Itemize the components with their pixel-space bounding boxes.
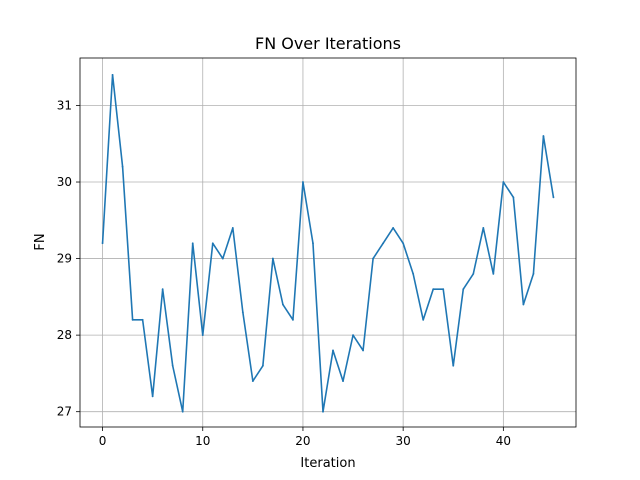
data-point bbox=[452, 364, 455, 367]
data-point bbox=[402, 242, 405, 245]
y-tick-label: 30 bbox=[57, 175, 72, 189]
data-point bbox=[251, 380, 254, 382]
data-point bbox=[322, 410, 324, 413]
data-point bbox=[221, 257, 224, 260]
data-point bbox=[191, 242, 194, 245]
data-point bbox=[342, 380, 344, 382]
data-point bbox=[231, 227, 234, 229]
data-point bbox=[121, 165, 124, 168]
data-point bbox=[362, 349, 364, 352]
data-point bbox=[151, 395, 154, 398]
plot-frame bbox=[79, 57, 577, 428]
data-point bbox=[161, 288, 164, 291]
y-tick-label: 28 bbox=[57, 328, 72, 342]
grid bbox=[80, 58, 576, 427]
data-point bbox=[312, 242, 314, 245]
data-point bbox=[101, 242, 104, 245]
data-point bbox=[512, 196, 515, 199]
data-point bbox=[432, 288, 435, 291]
data-point bbox=[502, 181, 505, 183]
data-point bbox=[141, 318, 144, 321]
data-point bbox=[201, 334, 204, 337]
x-tick-label: 40 bbox=[496, 434, 511, 448]
chart-title: FN Over Iterations bbox=[255, 34, 401, 53]
y-axis: 27 28 29 30 31 bbox=[57, 98, 80, 419]
x-axis-label: Iteration bbox=[300, 456, 355, 471]
y-tick-label: 31 bbox=[57, 98, 72, 112]
data-point bbox=[422, 318, 425, 321]
y-tick-label: 27 bbox=[57, 405, 72, 419]
x-tick-label: 30 bbox=[396, 434, 411, 448]
x-tick-label: 10 bbox=[195, 434, 210, 448]
data-point bbox=[442, 288, 445, 291]
data-point bbox=[522, 303, 525, 306]
data-point bbox=[492, 272, 495, 275]
x-tick-label: 20 bbox=[295, 434, 310, 448]
series-group bbox=[101, 73, 555, 413]
data-point bbox=[171, 364, 174, 367]
data-point bbox=[412, 272, 415, 275]
data-point bbox=[332, 349, 334, 352]
data-point bbox=[111, 73, 114, 76]
data-point bbox=[482, 227, 485, 229]
data-point bbox=[352, 334, 354, 337]
data-point bbox=[372, 257, 374, 260]
data-point bbox=[552, 196, 555, 199]
data-point bbox=[542, 135, 545, 137]
data-point bbox=[532, 272, 535, 275]
data-point bbox=[392, 227, 395, 229]
data-point bbox=[302, 181, 304, 183]
data-point bbox=[472, 272, 475, 275]
data-point bbox=[181, 410, 184, 413]
y-axis-label: FN bbox=[33, 233, 48, 250]
data-point bbox=[211, 242, 214, 245]
data-point bbox=[292, 318, 294, 321]
data-point bbox=[131, 318, 134, 321]
series-line bbox=[101, 74, 555, 413]
data-point bbox=[271, 257, 274, 260]
data-point bbox=[462, 288, 465, 291]
data-point bbox=[241, 311, 244, 314]
data-point bbox=[261, 364, 264, 367]
data-point bbox=[382, 242, 385, 245]
x-axis: 0 10 20 30 40 bbox=[99, 427, 511, 448]
y-tick-label: 29 bbox=[57, 252, 72, 266]
x-tick-label: 0 bbox=[99, 434, 107, 448]
data-point bbox=[282, 303, 284, 306]
